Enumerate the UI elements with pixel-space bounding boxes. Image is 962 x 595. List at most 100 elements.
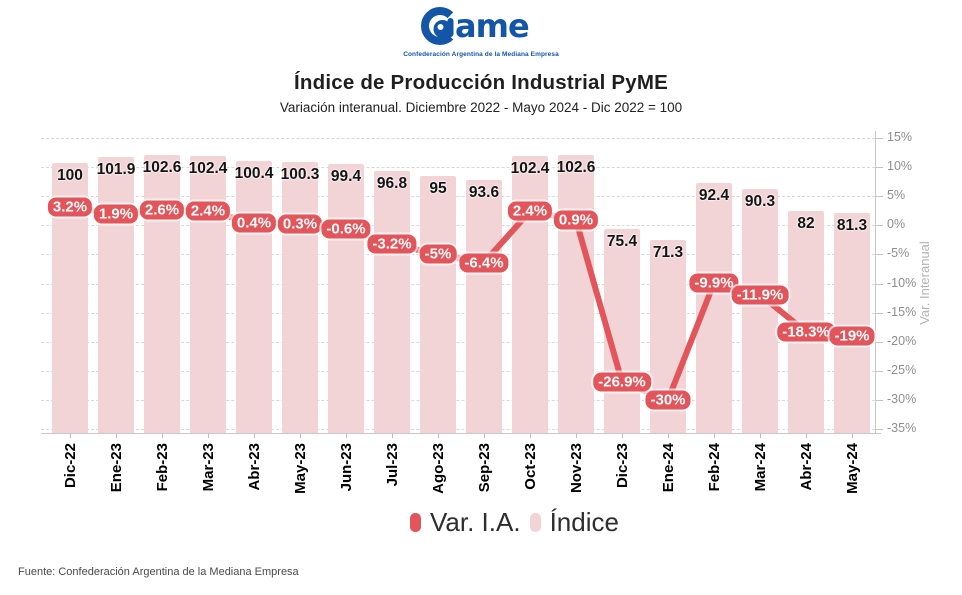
- x-axis-tick: [622, 433, 623, 438]
- indice-bar: [328, 164, 364, 433]
- var-ia-point-label: -11.9%: [731, 285, 789, 305]
- indice-bar: [696, 183, 732, 433]
- x-axis-tick: [208, 433, 209, 438]
- indice-bar: [420, 176, 456, 433]
- indice-bar-value: 101.9: [96, 161, 136, 179]
- legend-swatch-icon: [529, 513, 541, 532]
- x-axis-label: Ene-23: [108, 443, 125, 493]
- x-axis-label: Abr-24: [798, 443, 815, 491]
- right-axis-tick-label: -10%: [887, 276, 917, 290]
- right-axis-tick-label: -25%: [887, 363, 917, 377]
- right-axis-tick-label: -35%: [887, 421, 917, 435]
- x-axis-tick: [806, 433, 807, 438]
- x-axis-label: May-24: [844, 443, 861, 494]
- chart-legend: Var. I.A. Índice: [0, 507, 962, 538]
- indice-bar-value: 102.4: [188, 160, 228, 177]
- indice-bar-value: 71.3: [652, 244, 684, 262]
- var-ia-point-label: -30%: [645, 390, 691, 410]
- indice-bar-value: 96.8: [376, 175, 408, 193]
- x-axis-label: Dic-23: [614, 443, 631, 489]
- right-axis-tick: [875, 429, 883, 430]
- x-axis-tick: [668, 433, 669, 438]
- right-axis-tick: [875, 400, 883, 401]
- legend-item: Índice: [529, 507, 619, 538]
- var-ia-point-label: -6.4%: [459, 253, 509, 273]
- right-axis-title: Var. Interanual: [917, 241, 932, 325]
- indice-bar: [374, 171, 410, 433]
- var-ia-point-label: -18.3%: [777, 322, 835, 342]
- x-axis-tick: [70, 433, 71, 438]
- source-note: Fuente: Confederación Argentina de la Me…: [18, 566, 299, 578]
- indice-bar: [236, 161, 272, 433]
- x-axis-tick: [300, 433, 301, 438]
- right-axis-tick: [875, 284, 883, 285]
- chart-title: Índice de Producción Industrial PyME: [294, 71, 668, 94]
- x-axis-label: Abr-23: [246, 443, 263, 491]
- legend-label: Índice: [549, 507, 619, 537]
- indice-bar: [834, 213, 870, 433]
- indice-bar-value: 102.6: [556, 159, 596, 177]
- var-ia-point-label: -3.2%: [367, 234, 417, 254]
- x-axis-label: Nov-23: [568, 443, 585, 494]
- x-axis-label: Oct-23: [522, 443, 539, 490]
- var-ia-point-label: -26.9%: [593, 372, 651, 392]
- right-axis-tick: [875, 342, 883, 343]
- x-axis-tick: [346, 433, 347, 438]
- x-axis-tick: [576, 433, 577, 438]
- indice-bar: [144, 155, 180, 433]
- indice-bar: [282, 161, 318, 433]
- indice-bar: [512, 156, 548, 433]
- came-logo-text: ame: [455, 7, 529, 45]
- x-axis-tick: [484, 433, 485, 438]
- indice-bar-value: 100.3: [280, 165, 320, 183]
- indice-bar-value: 102.4: [510, 160, 550, 177]
- gridline: [41, 429, 875, 430]
- var-ia-point-label: 0.9%: [553, 210, 599, 230]
- indice-bar: [98, 157, 134, 433]
- var-ia-point-label: 2.4%: [185, 201, 231, 221]
- came-logo: ame Confederación Argentina de la Median…: [0, 6, 962, 58]
- x-axis-label: Sep-23: [476, 443, 493, 493]
- x-axis-tick: [116, 433, 117, 438]
- logo-tagline: Confederación Argentina de la Mediana Em…: [403, 51, 559, 58]
- x-axis-label: May-23: [292, 443, 309, 494]
- x-axis-label: Feb-23: [154, 443, 171, 492]
- var-ia-point-label: -5%: [419, 244, 457, 264]
- came-logo-icon: ame: [421, 7, 530, 45]
- var-ia-point-label: -0.6%: [321, 219, 371, 239]
- indice-bar-value: 81.3: [836, 217, 868, 235]
- var-ia-point-label: 0.4%: [231, 213, 277, 233]
- right-axis-tick-label: -15%: [887, 305, 917, 319]
- right-axis-tick: [875, 138, 883, 139]
- indice-bar-value: 102.6: [142, 159, 182, 177]
- x-axis-tick: [438, 433, 439, 438]
- x-axis-label: Dic-22: [62, 443, 79, 489]
- x-axis-tick: [760, 433, 761, 438]
- x-axis-tick: [254, 433, 255, 438]
- indice-bar-value: 100: [57, 166, 83, 184]
- right-axis-tick-label: 10%: [887, 159, 913, 173]
- right-axis-tick: [875, 313, 883, 314]
- right-axis-tick-label: 0%: [887, 217, 906, 231]
- var-ia-point-label: -9.9%: [689, 273, 739, 293]
- x-axis-label: Ene-24: [660, 443, 677, 493]
- indice-bar-value: 99.4: [330, 168, 362, 186]
- x-axis-tick: [852, 433, 853, 438]
- indice-bar: [604, 229, 640, 433]
- legend-label: Var. I.A.: [430, 507, 521, 537]
- right-axis-tick: [875, 167, 883, 168]
- gridline: [41, 138, 875, 139]
- right-axis-spine: [875, 131, 876, 433]
- var-ia-point-label: -19%: [829, 326, 875, 346]
- x-axis-tick: [162, 433, 163, 438]
- var-ia-point-label: 3.2%: [47, 197, 93, 217]
- chart-subtitle: Variación interanual. Diciembre 2022 - M…: [279, 100, 683, 115]
- gridline: [41, 167, 875, 168]
- indice-bar: [466, 179, 502, 433]
- right-axis-tick: [875, 254, 883, 255]
- x-axis-line: [41, 433, 881, 434]
- x-axis-tick: [714, 433, 715, 438]
- right-axis-tick: [875, 371, 883, 372]
